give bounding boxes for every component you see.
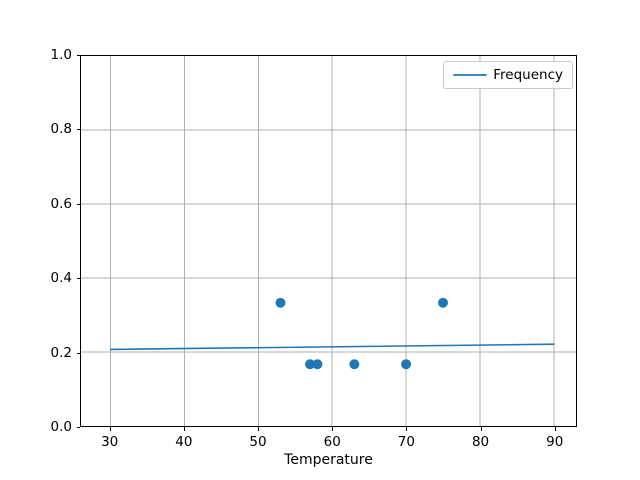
y-tick-mark [76, 278, 80, 280]
grid-layer [81, 56, 576, 426]
legend-label-frequency: Frequency [493, 67, 563, 83]
x-tick-label: 70 [397, 434, 415, 450]
x-tick-mark [183, 427, 185, 431]
x-tick-label: 80 [471, 434, 490, 450]
x-tick-label: 60 [323, 434, 341, 450]
x-tick-label: 50 [249, 434, 267, 450]
x-tick-label: 90 [546, 434, 564, 450]
x-tick-mark [480, 427, 482, 431]
y-tick-mark [76, 427, 80, 428]
x-tick-mark [258, 427, 260, 431]
x-tick-label: 40 [175, 434, 193, 450]
x-tick-mark [554, 427, 556, 431]
x-tick-mark [332, 427, 334, 431]
y-tick-mark [76, 55, 80, 56]
y-tick-label: 0.0 [50, 419, 72, 435]
y-tick-label: 0.4 [50, 270, 72, 287]
y-tick-label: 0.2 [50, 344, 72, 361]
y-tick-label: 0.8 [50, 121, 72, 138]
plot-area: Frequency [80, 55, 577, 427]
x-tick-label: 30 [101, 434, 119, 450]
legend-line-swatch [453, 74, 488, 76]
y-tick-mark [76, 352, 80, 354]
y-tick-label: 1.0 [50, 47, 72, 63]
x-axis-label: Temperature [284, 452, 373, 468]
chart-legend[interactable]: Frequency [443, 61, 573, 89]
y-tick-label: 0.6 [50, 195, 72, 212]
y-tick-mark [76, 129, 80, 131]
y-tick-mark [76, 203, 80, 205]
data-layer [109, 297, 555, 370]
x-tick-mark [109, 427, 111, 431]
x-tick-mark [406, 427, 408, 431]
